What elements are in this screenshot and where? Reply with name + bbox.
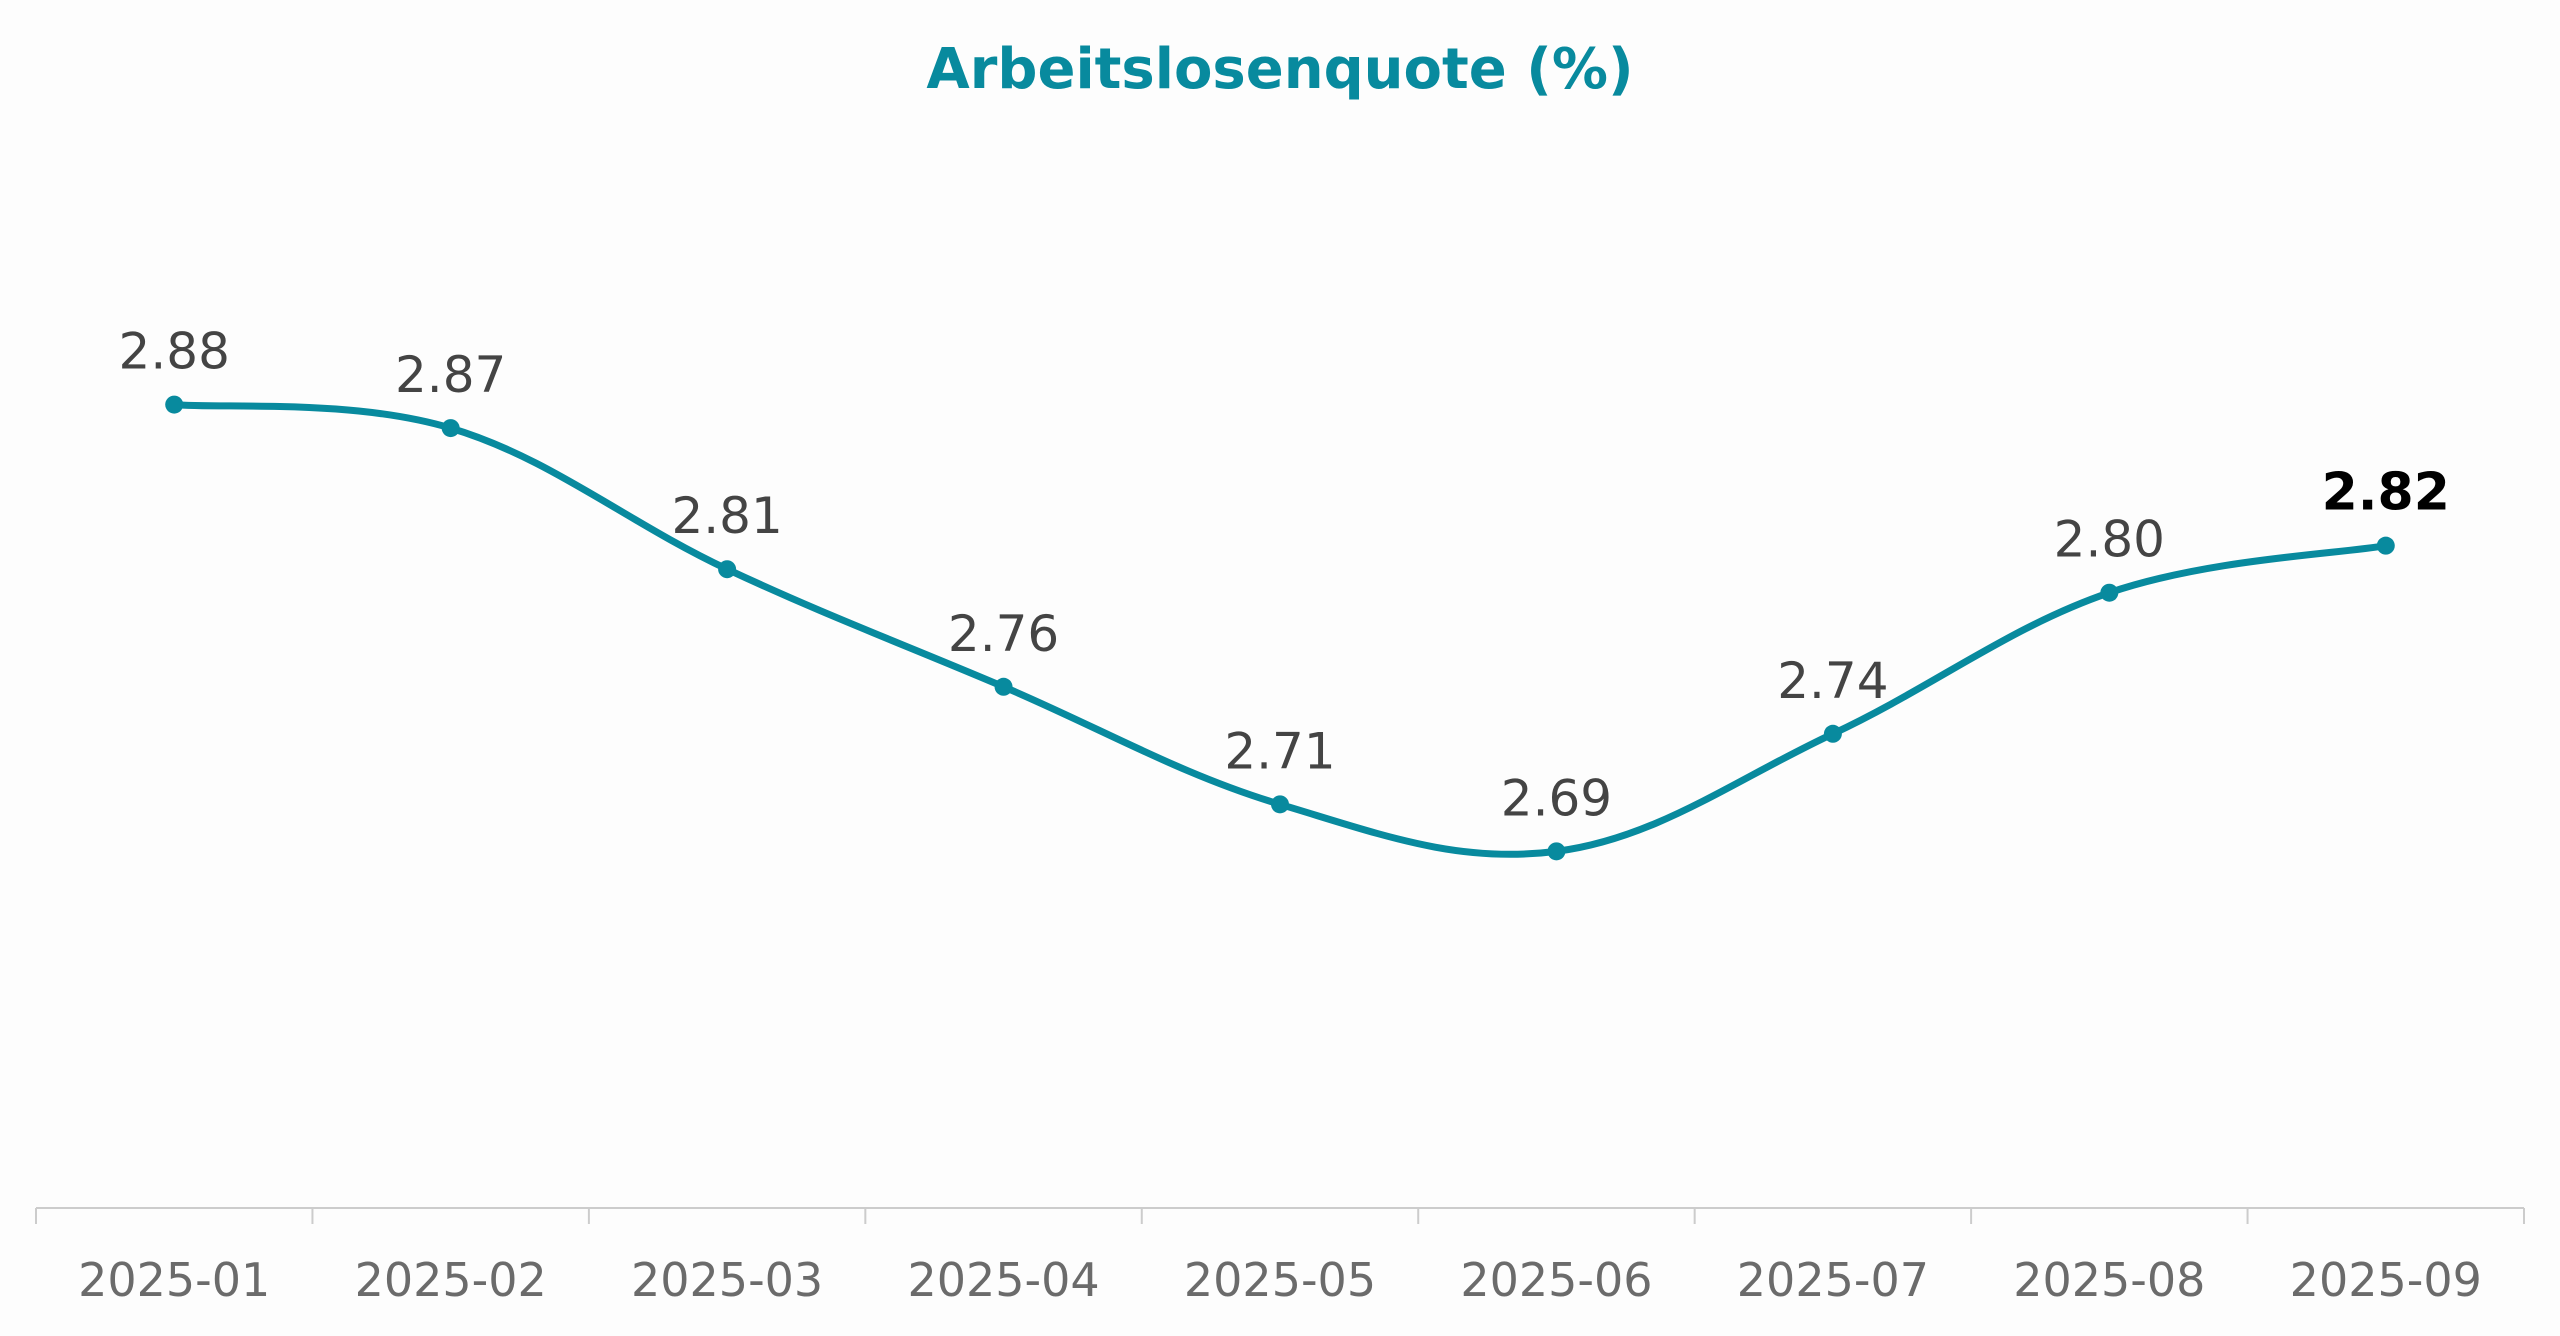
x-tick-label: 2025-06 [1460,1253,1652,1307]
data-point [441,419,460,438]
data-point [1547,842,1566,861]
data-label: 2.76 [948,605,1059,663]
x-axis: 2025-01 2025-02 2025-03 2025-04 2025-05 2025-… [35,1207,2525,1307]
x-tick-label: 2025-02 [355,1253,547,1307]
data-point [994,677,1013,696]
data-points [165,395,2395,861]
x-tick-label: 2025-01 [78,1253,270,1307]
data-label: 2.82 [2322,463,2450,523]
data-label: 2.80 [2054,511,2165,569]
data-label: 2.74 [1777,652,1888,710]
x-tick-label: 2025-07 [1737,1253,1929,1307]
data-label: 2.88 [119,323,230,381]
series-line [170,401,2390,858]
x-tick-label: 2025-04 [907,1253,1099,1307]
data-point [165,395,184,414]
x-tick-label: 2025-03 [631,1253,823,1307]
x-tick-label: 2025-08 [2013,1253,2205,1307]
data-point [718,560,737,579]
data-label: 2.69 [1501,769,1612,827]
data-point [1823,724,1842,743]
data-label: 2.81 [671,487,782,545]
data-labels: 2.88 2.87 2.81 2.76 2.71 2.69 2.74 2.80 2.82 [119,323,2450,828]
data-point [2100,583,2119,602]
data-point [2376,536,2395,555]
data-label: 2.87 [395,346,506,404]
data-label: 2.71 [1224,722,1335,780]
chart-title: Arbeitslosenquote (%) [926,37,1633,102]
x-tick-label: 2025-05 [1184,1253,1376,1307]
data-point [1271,795,1289,814]
x-tick-label: 2025-09 [2290,1253,2482,1307]
